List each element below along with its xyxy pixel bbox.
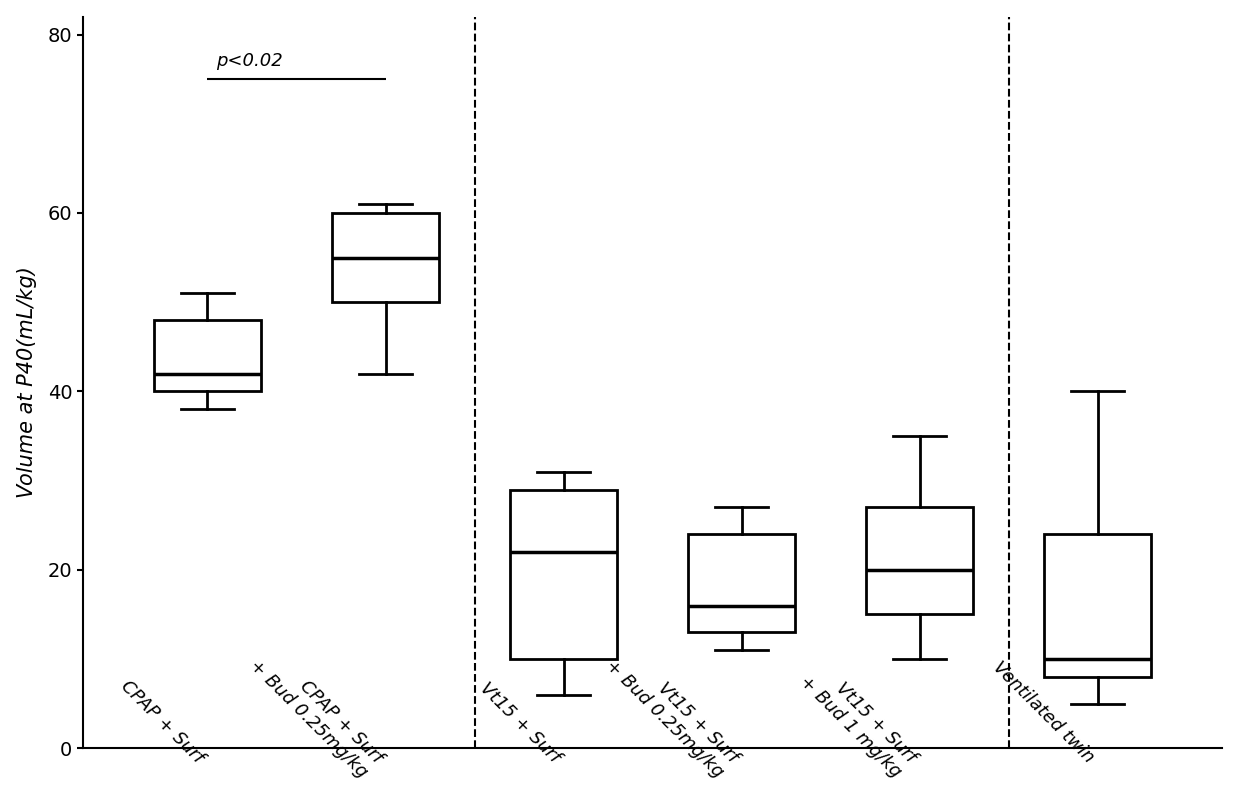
PathPatch shape: [688, 534, 795, 632]
Text: p<0.02: p<0.02: [217, 52, 282, 70]
PathPatch shape: [866, 508, 973, 614]
PathPatch shape: [154, 320, 261, 392]
Y-axis label: Volume at P40(mL/kg): Volume at P40(mL/kg): [16, 267, 37, 499]
PathPatch shape: [332, 213, 439, 302]
PathPatch shape: [510, 490, 617, 659]
PathPatch shape: [1044, 534, 1151, 677]
